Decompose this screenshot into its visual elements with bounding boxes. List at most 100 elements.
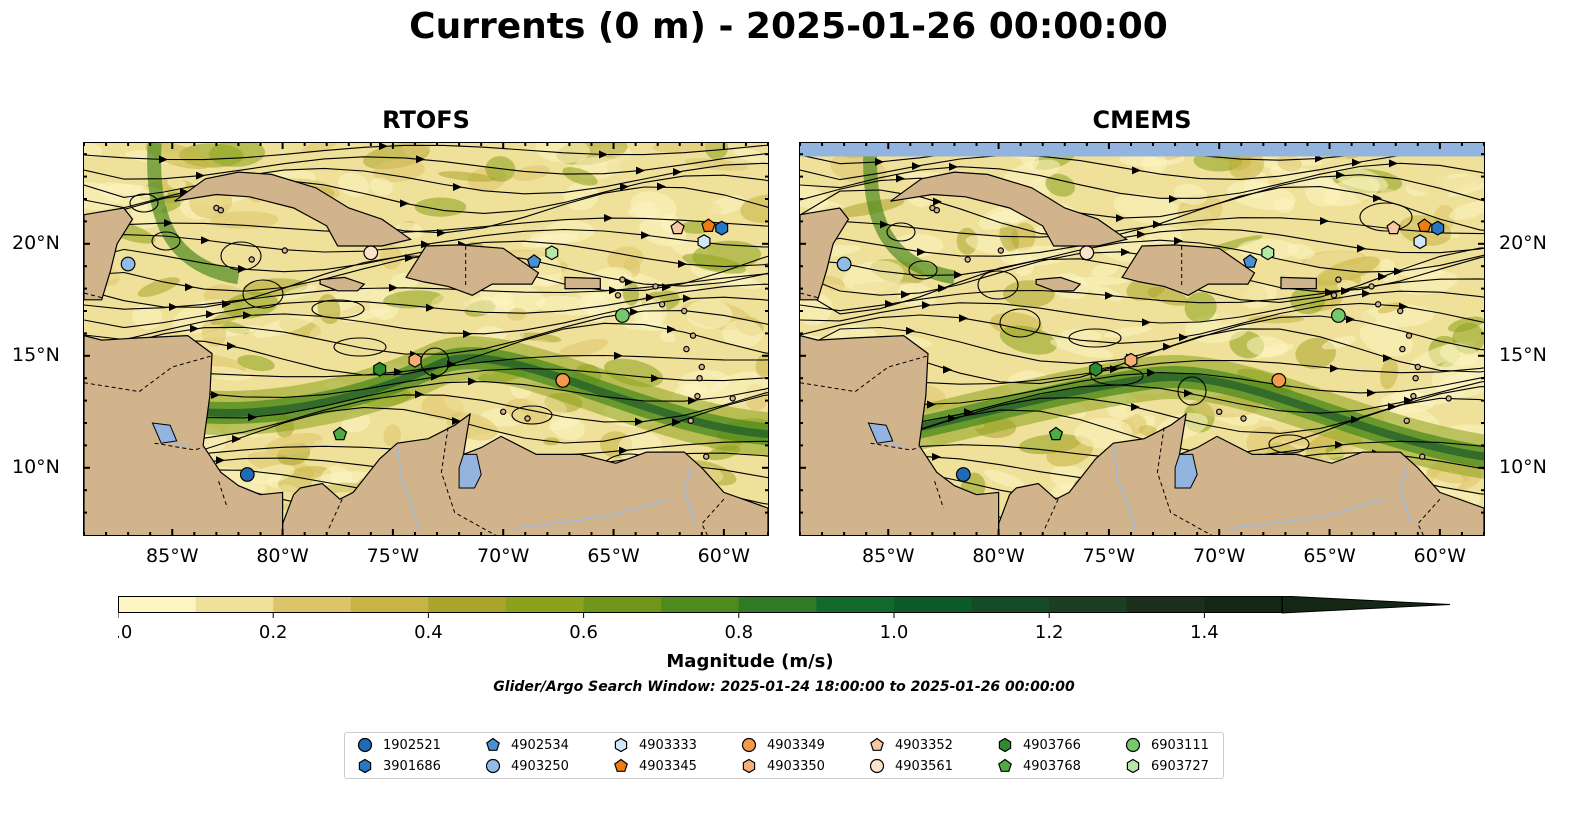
island (1330, 292, 1338, 299)
x-tick-label: 65°W (1303, 545, 1356, 567)
x-tick-label: 70°W (476, 545, 530, 567)
current-magnitude-map (800, 143, 1484, 535)
colorbar-segment (118, 596, 197, 613)
float-marker-4903345 (701, 218, 716, 233)
land-hispaniola (1121, 244, 1256, 296)
axis-ticks (800, 143, 1484, 535)
legend-label: 4903349 (767, 737, 825, 753)
legend-entry-4903345: 4903345 (613, 758, 697, 774)
island (500, 408, 507, 415)
legend-entry-3901686: 3901686 (357, 758, 441, 774)
colorbar-segment (506, 596, 585, 613)
land-jamaica (1035, 276, 1082, 292)
island (1412, 374, 1419, 382)
colorbar-segment (1126, 596, 1205, 613)
x-tick-label: 75°W (366, 545, 420, 567)
float-marker-4903561 (1079, 245, 1095, 261)
float-marker-4902534 (1242, 254, 1258, 268)
island (1399, 345, 1406, 353)
hexagon-marker-icon (1126, 758, 1140, 774)
colorbar-extend-arrow (1281, 595, 1451, 614)
yucatan-current (147, 143, 240, 285)
panel-title-cmems: CMEMS (1092, 106, 1192, 134)
float-marker-4903561 (363, 245, 379, 261)
island (997, 247, 1004, 254)
x-tick-label: 80°W (972, 545, 1025, 567)
y-tick-label-left: 10°N (12, 455, 60, 478)
circle-marker-icon (485, 758, 501, 774)
legend-label: 4903766 (1023, 737, 1081, 753)
float-marker-4903352 (1386, 220, 1401, 235)
land-hispaniola (405, 244, 540, 296)
float-marker-6903727 (1261, 245, 1275, 261)
legend-label: 6903727 (1151, 758, 1209, 774)
y-tick-label-left: 20°N (12, 231, 60, 254)
legend-label: 4903350 (767, 758, 825, 774)
float-marker-3901686 (715, 220, 729, 236)
current-magnitude-map (84, 143, 768, 535)
colorbar-segment (428, 596, 507, 613)
legend-label: 4903345 (639, 758, 697, 774)
search-window-note: Glider/Argo Search Window: 2025-01-24 18… (493, 679, 1075, 695)
lake-maracaibo (458, 453, 482, 489)
island (1335, 276, 1342, 283)
island (694, 392, 701, 400)
legend-entry-6903111: 6903111 (1125, 737, 1209, 753)
x-tick-label: 65°W (587, 545, 640, 567)
island (524, 415, 531, 422)
island (729, 395, 736, 402)
island (248, 256, 255, 263)
x-tick-label: 75°W (1082, 545, 1136, 567)
land-cuba (174, 171, 413, 247)
x-tick-label: 85°W (862, 545, 915, 567)
float-marker-4903768 (332, 426, 348, 441)
island (964, 256, 971, 263)
colorbar-segment (894, 596, 973, 613)
island (1445, 395, 1452, 402)
circle-marker-icon (741, 737, 757, 753)
y-tick-label-right: 15°N (1499, 343, 1547, 366)
legend-entry-4903250: 4903250 (485, 758, 569, 774)
island (933, 206, 940, 214)
lake-maracaibo (1174, 453, 1198, 489)
island (1216, 408, 1223, 415)
float-marker-4902534 (526, 254, 542, 268)
x-tick-label: 60°W (1413, 545, 1467, 567)
x-tick-label: 70°W (1192, 545, 1246, 567)
lake-nicaragua (151, 422, 178, 444)
circle-marker-icon (357, 737, 373, 753)
float-marker-4903333 (697, 234, 711, 250)
island (696, 374, 703, 382)
float-marker-4903766 (1089, 361, 1103, 377)
legend-entry-4903768: 4903768 (997, 758, 1081, 774)
hexagon-marker-icon (614, 737, 628, 753)
float-marker-4903768 (1048, 426, 1064, 441)
colorbar-segment (1049, 596, 1128, 613)
island (681, 307, 688, 315)
colorbar-segment (738, 596, 817, 613)
island (1240, 415, 1247, 422)
yucatan-current (863, 143, 956, 285)
float-marker-1902521 (955, 467, 971, 482)
float-marker-6903111 (1331, 308, 1346, 323)
land-puerto-rico (564, 276, 601, 290)
legend-entry-4903349: 4903349 (741, 737, 825, 753)
legend-label: 4903561 (895, 758, 953, 774)
colorbar-label: Magnitude (m/s) (666, 651, 834, 672)
colorbar-tick-label: 0.0 (118, 622, 132, 643)
island (683, 345, 690, 353)
float-marker-1902521 (239, 467, 255, 482)
colorbar-tick-label: 1.2 (1035, 622, 1064, 643)
colorbar-tick-label: 0.2 (259, 622, 288, 643)
hexagon-marker-icon (742, 758, 756, 774)
colorbar-segment (971, 596, 1050, 613)
legend-entry-4903333: 4903333 (613, 737, 697, 753)
colorbar-segment (583, 596, 662, 613)
pentagon-marker-icon (998, 758, 1012, 772)
pentagon-marker-icon (614, 758, 628, 772)
float-marker-4903350 (1124, 352, 1138, 368)
island (1403, 417, 1411, 424)
float-marker-4903349 (555, 372, 571, 388)
y-tick-label-right: 20°N (1499, 231, 1547, 254)
x-tick-label: 85°W (146, 545, 199, 567)
